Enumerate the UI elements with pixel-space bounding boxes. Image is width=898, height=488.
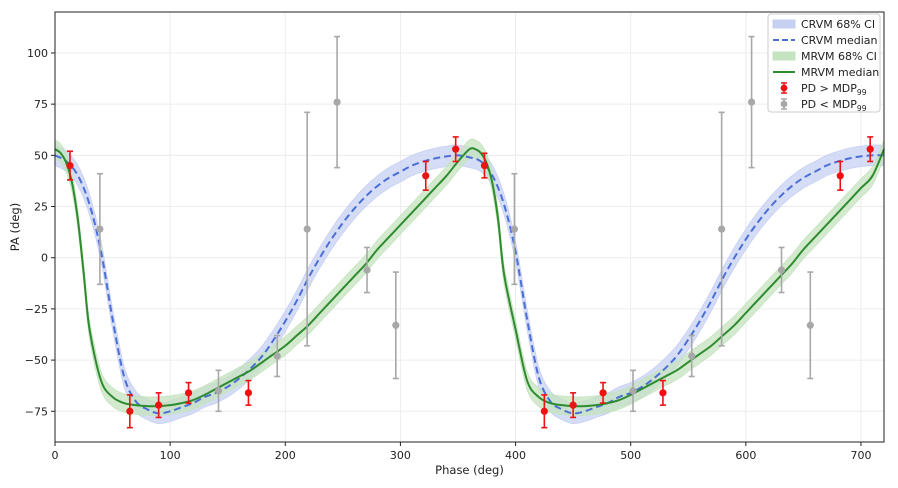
- svg-text:CRVM median: CRVM median: [801, 34, 877, 47]
- legend-item-pd-below: PD < MDP99: [780, 98, 867, 113]
- pd-above-point-4: [244, 379, 253, 406]
- pd-below-point-1: [214, 369, 223, 413]
- y-tick-label-6: 75: [34, 98, 48, 111]
- y-tick-label-5: 50: [34, 149, 48, 162]
- x-tick-label-2: 200: [275, 449, 296, 462]
- crvm-ci-band: [54, 144, 885, 425]
- pd-above-point-5: [422, 160, 430, 191]
- legend-item-crvm-median: CRVM median: [773, 34, 877, 47]
- x-tick-label-4: 400: [505, 449, 526, 462]
- svg-text:CRVM 68% CI: CRVM 68% CI: [801, 18, 875, 31]
- pd-above-point-7: [480, 152, 489, 179]
- x-tick-label-7: 700: [850, 449, 871, 462]
- y-tick-label-0: −75: [25, 405, 48, 418]
- x-axis-label: Phase (deg): [435, 463, 504, 477]
- svg-text:PD > MDP99: PD > MDP99: [801, 82, 867, 97]
- pd-below-point-3: [303, 111, 311, 347]
- y-tick-label-4: 25: [34, 201, 48, 214]
- x-tick-label-5: 500: [620, 449, 641, 462]
- median-lines: [54, 147, 885, 415]
- pd-above-point-9: [569, 392, 577, 419]
- x-tick-label-3: 300: [390, 449, 411, 462]
- legend-item-pd-above: PD > MDP99: [780, 82, 867, 97]
- pd-below-point-11: [747, 35, 756, 169]
- pd-above-point-1: [126, 394, 134, 429]
- y-tick-label-7: 100: [27, 47, 48, 60]
- axis-ticks: 0 100 200 300 400 500 600 700 −75 −50 −25 0 25 50 75 10…: [25, 47, 872, 462]
- mrvm-median-line: [54, 147, 885, 408]
- svg-text:PD < MDP99: PD < MDP99: [801, 98, 867, 113]
- legend-item-mrvm-ci: MRVM 68% CI: [772, 50, 877, 63]
- ci-bands: [54, 138, 885, 425]
- y-tick-label-2: −25: [25, 303, 48, 316]
- pd-below-point-2: [273, 334, 281, 378]
- plot-frame: [54, 11, 885, 443]
- pd-below-point-6: [392, 271, 400, 380]
- pd-below-point-10: [718, 111, 726, 347]
- pd-below-point-12: [777, 246, 786, 294]
- x-tick-label-1: 100: [160, 449, 181, 462]
- legend-box: [767, 13, 881, 113]
- x-tick-label-0: 0: [52, 449, 59, 462]
- legend-item-mrvm-median: MRVM median: [773, 66, 879, 79]
- pd-below-point-8: [629, 369, 637, 413]
- y-tick-label-1: −50: [25, 354, 48, 367]
- pd-below-point-13: [806, 271, 814, 380]
- legend: CRVM 68% CI CRVM median MRVM 68% CI MRVM me…: [767, 13, 881, 113]
- svg-text:MRVM median: MRVM median: [801, 66, 879, 79]
- crvm-median-line: [54, 154, 885, 415]
- svg-text:MRVM 68% CI: MRVM 68% CI: [801, 50, 877, 63]
- pd-above-point-12: [836, 160, 844, 191]
- pd-above-point-8: [540, 394, 548, 429]
- pd-below-point-7: [510, 172, 519, 286]
- pd-above-point-2: [155, 392, 163, 419]
- data-points: [66, 35, 874, 429]
- pd-above-point-11: [659, 379, 667, 406]
- mrvm-ci-band: [54, 138, 885, 416]
- pd-above-point-3: [184, 381, 193, 404]
- pd-below-point-5: [363, 246, 371, 294]
- pd-below-point-0: [96, 172, 104, 286]
- pd-above-point-6: [452, 136, 460, 163]
- pd-above-point-13: [866, 136, 874, 163]
- y-axis-label: PA (deg): [8, 203, 22, 251]
- pd-above-point-10: [599, 381, 607, 404]
- x-tick-label-6: 600: [735, 449, 756, 462]
- pd-below-point-9: [688, 334, 696, 378]
- pd-above-point-0: [66, 150, 74, 181]
- y-tick-label-3: 0: [41, 252, 48, 265]
- pd-below-point-4: [333, 35, 341, 169]
- legend-item-crvm-ci: CRVM 68% CI: [772, 18, 875, 31]
